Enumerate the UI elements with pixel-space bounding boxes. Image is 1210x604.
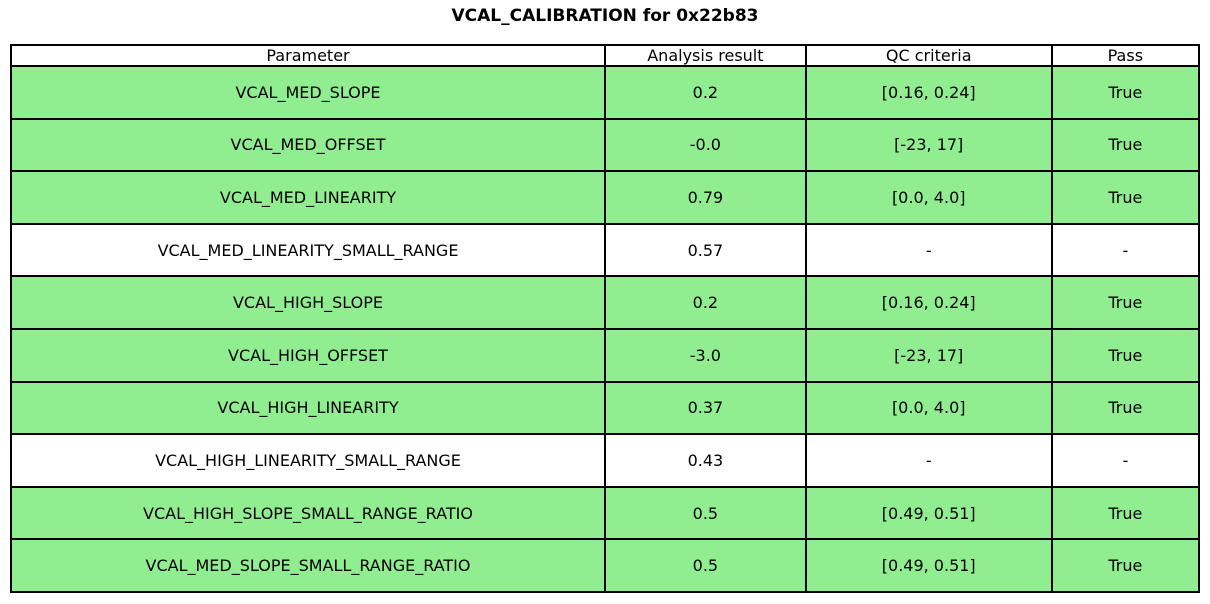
- pass-cell: True: [1050, 538, 1201, 593]
- table-row: VCAL_HIGH_LINEARITY_SMALL_RANGE 0.43 - -: [10, 433, 1201, 488]
- pass-cell: True: [1050, 327, 1201, 383]
- table-row: VCAL_HIGH_LINEARITY 0.37 [0.0, 4.0] True: [10, 380, 1201, 436]
- param-cell: VCAL_MED_OFFSET: [10, 117, 606, 173]
- result-cell: 0.5: [604, 538, 807, 593]
- table-row: VCAL_HIGH_OFFSET -3.0 [-23, 17] True: [10, 327, 1201, 383]
- param-cell: VCAL_MED_SLOPE_SMALL_RANGE_RATIO: [10, 538, 606, 593]
- pass-cell: True: [1050, 65, 1201, 120]
- param-cell: VCAL_HIGH_SLOPE_SMALL_RANGE_RATIO: [10, 485, 606, 541]
- param-cell: VCAL_HIGH_OFFSET: [10, 327, 606, 383]
- criteria-cell: -: [804, 433, 1053, 488]
- result-cell: -3.0: [604, 327, 807, 383]
- table-row: VCAL_HIGH_SLOPE 0.2 [0.16, 0.24] True: [10, 275, 1201, 330]
- result-cell: 0.43: [604, 433, 807, 488]
- pass-cell: True: [1050, 485, 1201, 541]
- result-cell: 0.5: [604, 485, 807, 541]
- result-cell: 0.2: [604, 65, 807, 120]
- table-row: VCAL_MED_OFFSET -0.0 [-23, 17] True: [10, 117, 1201, 173]
- result-cell: 0.2: [604, 275, 807, 330]
- param-cell: VCAL_MED_SLOPE: [10, 65, 606, 120]
- col-header-qc-criteria: QC criteria: [804, 44, 1053, 67]
- qc-results-table: Parameter Analysis result QC criteria Pa…: [10, 44, 1201, 593]
- pass-cell: -: [1050, 222, 1201, 278]
- header-row: Parameter Analysis result QC criteria Pa…: [10, 44, 1201, 67]
- table-row: VCAL_MED_SLOPE 0.2 [0.16, 0.24] True: [10, 65, 1201, 120]
- criteria-cell: [0.49, 0.51]: [804, 538, 1053, 593]
- page-title: VCAL_CALIBRATION for 0x22b83: [451, 6, 759, 26]
- criteria-cell: -: [804, 222, 1053, 278]
- criteria-cell: [0.16, 0.24]: [804, 65, 1053, 120]
- pass-cell: True: [1050, 170, 1201, 225]
- col-header-parameter: Parameter: [10, 44, 606, 67]
- pass-cell: -: [1050, 433, 1201, 488]
- pass-cell: True: [1050, 380, 1201, 436]
- table-row: VCAL_MED_SLOPE_SMALL_RANGE_RATIO 0.5 [0.…: [10, 538, 1201, 593]
- result-cell: 0.57: [604, 222, 807, 278]
- pass-cell: True: [1050, 275, 1201, 330]
- table-row: VCAL_MED_LINEARITY_SMALL_RANGE 0.57 - -: [10, 222, 1201, 278]
- criteria-cell: [0.0, 4.0]: [804, 170, 1053, 225]
- param-cell: VCAL_MED_LINEARITY: [10, 170, 606, 225]
- table-row: VCAL_HIGH_SLOPE_SMALL_RANGE_RATIO 0.5 [0…: [10, 485, 1201, 541]
- result-cell: 0.37: [604, 380, 807, 436]
- param-cell: VCAL_HIGH_SLOPE: [10, 275, 606, 330]
- criteria-cell: [0.49, 0.51]: [804, 485, 1053, 541]
- criteria-cell: [-23, 17]: [804, 327, 1053, 383]
- param-cell: VCAL_HIGH_LINEARITY: [10, 380, 606, 436]
- result-cell: -0.0: [604, 117, 807, 173]
- pass-cell: True: [1050, 117, 1201, 173]
- criteria-cell: [0.0, 4.0]: [804, 380, 1053, 436]
- table-row: VCAL_MED_LINEARITY 0.79 [0.0, 4.0] True: [10, 170, 1201, 225]
- param-cell: VCAL_HIGH_LINEARITY_SMALL_RANGE: [10, 433, 606, 488]
- param-cell: VCAL_MED_LINEARITY_SMALL_RANGE: [10, 222, 606, 278]
- col-header-analysis-result: Analysis result: [604, 44, 807, 67]
- criteria-cell: [0.16, 0.24]: [804, 275, 1053, 330]
- col-header-pass: Pass: [1050, 44, 1201, 67]
- result-cell: 0.79: [604, 170, 807, 225]
- criteria-cell: [-23, 17]: [804, 117, 1053, 173]
